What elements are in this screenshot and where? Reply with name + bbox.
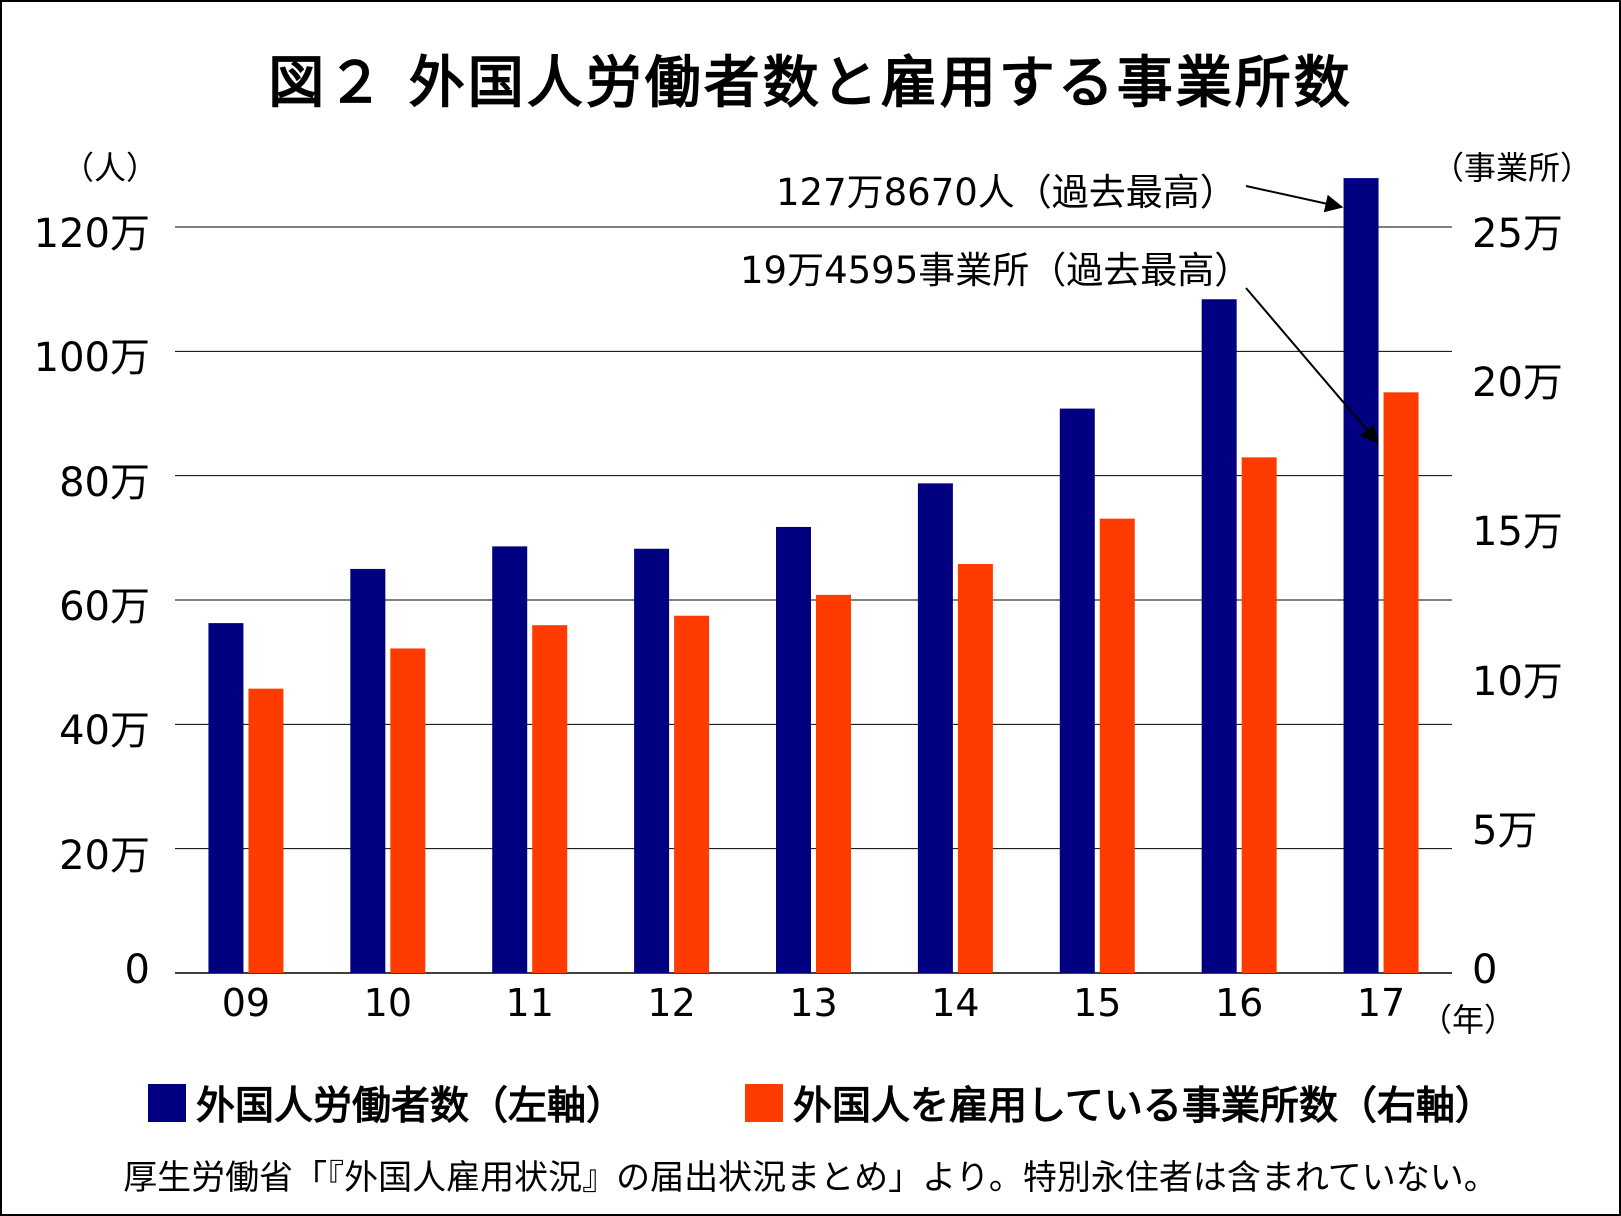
- x-tick-label: 17: [1356, 981, 1406, 1025]
- bar-workers-17: [1343, 178, 1379, 973]
- x-tick-label: 12: [647, 981, 696, 1025]
- x-tick-label: 09: [221, 981, 271, 1025]
- chart-title: 図２ 外国人労働者数と雇用する事業所数: [268, 51, 1353, 116]
- x-tick-label: 10: [363, 981, 412, 1025]
- right-tick-label: 25万: [1472, 211, 1563, 257]
- bar-workers-11: [492, 546, 528, 973]
- legend-item-workers: 外国人労働者数（左軸）: [148, 1075, 625, 1131]
- legend-label-workers: 外国人労働者数（左軸）: [196, 1084, 626, 1129]
- left-tick-label: 0: [124, 947, 150, 993]
- bar-workers-10: [350, 568, 386, 973]
- legend-swatch-establishments: [745, 1084, 783, 1122]
- bar-workers-09: [208, 623, 244, 973]
- bar-establishments-15: [1099, 518, 1135, 973]
- right-axis-unit: （事業所）: [1432, 149, 1593, 187]
- bar-workers-12: [634, 548, 670, 973]
- left-tick-label: 40万: [59, 708, 150, 755]
- x-tick-label: 15: [1073, 981, 1122, 1025]
- left-tick-label: 80万: [59, 459, 150, 506]
- left-tick-label: 60万: [59, 584, 150, 630]
- bar-workers-13: [776, 526, 811, 973]
- annotation-arrow-establishments: [1245, 287, 1379, 444]
- bar-establishments-14: [957, 564, 993, 973]
- legend-swatch-workers: [148, 1084, 186, 1122]
- bar-establishments-12: [674, 615, 710, 973]
- right-tick-label: 10万: [1472, 658, 1563, 705]
- bar-establishments-10: [390, 648, 426, 973]
- annotation-arrow-workers: [1245, 185, 1344, 213]
- left-tick-label: 100万: [33, 335, 150, 382]
- bar-workers-16: [1201, 299, 1237, 973]
- bar-establishments-11: [532, 625, 568, 973]
- bar-workers-14: [917, 483, 953, 973]
- bar-establishments-13: [816, 594, 851, 973]
- left-axis-unit: （人）: [62, 149, 159, 187]
- bar-establishments-09: [248, 688, 284, 973]
- right-tick-label: 15万: [1472, 509, 1563, 556]
- bar-establishments-16: [1241, 457, 1277, 974]
- x-tick-label: 14: [931, 981, 980, 1025]
- x-tick-label: 11: [505, 981, 554, 1025]
- legend-item-establishments: 外国人を雇用している事業所数（右軸）: [745, 1075, 1494, 1131]
- annotation-workers-record: 127万8670人（過去最高）: [776, 171, 1237, 214]
- source-note: 厚生労働省「『外国人雇用状況』の届出状況まとめ」より。特別永住者は含まれていない…: [123, 1158, 1498, 1198]
- x-tick-label: 16: [1214, 981, 1264, 1025]
- x-axis-unit: （年）: [1420, 1001, 1517, 1039]
- legend-label-establishments: 外国人を雇用している事業所数（右軸）: [793, 1084, 1494, 1129]
- left-tick-label: 20万: [59, 832, 150, 879]
- left-tick-label: 120万: [33, 211, 150, 257]
- bar-workers-15: [1059, 408, 1095, 973]
- x-tick-label: 13: [789, 981, 838, 1025]
- right-tick-label: 5万: [1472, 807, 1538, 854]
- annotation-establishments-record: 19万4595事業所（過去最高）: [740, 249, 1252, 292]
- right-tick-label: 20万: [1472, 360, 1563, 407]
- right-tick-label: 0: [1472, 947, 1498, 993]
- bar-establishments-17: [1383, 392, 1419, 974]
